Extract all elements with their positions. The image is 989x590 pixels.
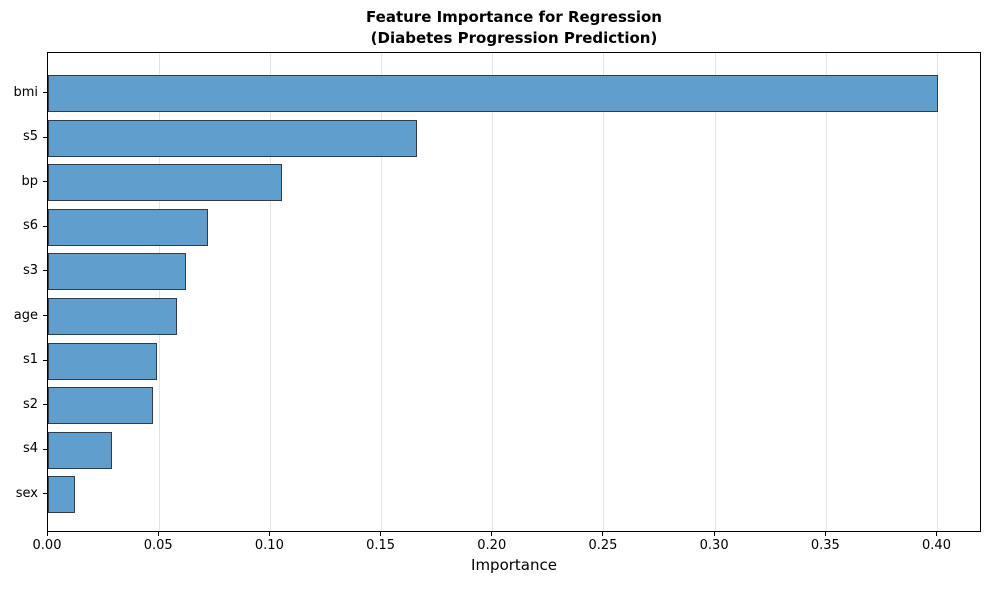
chart-title: Feature Importance for Regression (Diabe… (366, 8, 662, 47)
bar-s2 (48, 387, 153, 425)
x-tick-label-0.40: 0.40 (922, 538, 951, 553)
grid-line-0.30 (714, 53, 716, 531)
bar-bp (48, 164, 282, 202)
y-tick-mark-s3 (43, 270, 47, 272)
grid-line-0.10 (269, 53, 271, 531)
x-tick-mark-0.40 (936, 532, 938, 536)
grid-line-0.20 (492, 53, 494, 531)
y-tick-label-sex: sex (15, 485, 38, 501)
x-axis-label: Importance (471, 556, 557, 574)
grid-line-0.05 (158, 53, 160, 531)
y-tick-mark-s2 (43, 404, 47, 406)
grid-line-0.25 (603, 53, 605, 531)
y-tick-label-s5: s5 (22, 129, 38, 145)
bar-age (48, 298, 177, 335)
bar-s5 (48, 119, 418, 157)
y-tick-label-bp: bp (21, 173, 38, 189)
y-tick-label-bmi: bmi (13, 84, 38, 100)
x-tick-label-0.20: 0.20 (477, 538, 507, 553)
x-tick-mark-0.10 (268, 532, 270, 536)
x-tick-mark-0.05 (157, 532, 159, 536)
x-tick-label-0.15: 0.15 (366, 538, 396, 553)
grid-line-0.15 (381, 53, 383, 531)
y-tick-label-s3: s3 (22, 262, 38, 278)
x-tick-label-0.05: 0.05 (143, 538, 173, 553)
bar-s6 (48, 208, 209, 246)
plot-area (47, 52, 981, 532)
x-tick-mark-0.30 (713, 532, 715, 536)
y-tick-label-s1: s1 (22, 352, 38, 368)
x-tick-mark-0.25 (602, 532, 604, 536)
x-tick-label-0.25: 0.25 (588, 538, 618, 553)
x-tick-mark-0.35 (824, 532, 826, 536)
y-tick-label-s2: s2 (22, 396, 38, 412)
y-tick-label-s4: s4 (22, 441, 38, 457)
y-tick-mark-age (43, 315, 47, 316)
y-tick-mark-bp (43, 181, 47, 183)
x-tick-mark-0.20 (491, 532, 493, 536)
x-tick-label-0.30: 0.30 (699, 538, 729, 553)
x-tick-mark-0.00 (46, 532, 48, 536)
y-tick-mark-sex (43, 493, 47, 495)
x-tick-label-0.10: 0.10 (254, 538, 284, 553)
y-tick-mark-s4 (43, 448, 47, 450)
x-tick-label-0.00: 0.00 (32, 538, 62, 553)
bar-s4 (48, 431, 113, 469)
x-tick-label-0.35: 0.35 (810, 538, 840, 553)
bar-sex (48, 476, 75, 514)
y-tick-mark-s5 (43, 136, 47, 138)
bar-bmi (48, 75, 938, 112)
y-tick-label-age: age (13, 307, 38, 323)
bar-s1 (48, 342, 157, 380)
y-tick-mark-s6 (43, 225, 47, 227)
y-tick-label-s6: s6 (22, 218, 38, 234)
grid-line-0.35 (825, 53, 827, 531)
x-tick-mark-0.15 (380, 532, 382, 536)
y-tick-mark-bmi (43, 92, 47, 93)
grid-line-0.40 (937, 53, 939, 531)
y-tick-mark-s1 (43, 359, 47, 361)
bar-s3 (48, 253, 186, 291)
